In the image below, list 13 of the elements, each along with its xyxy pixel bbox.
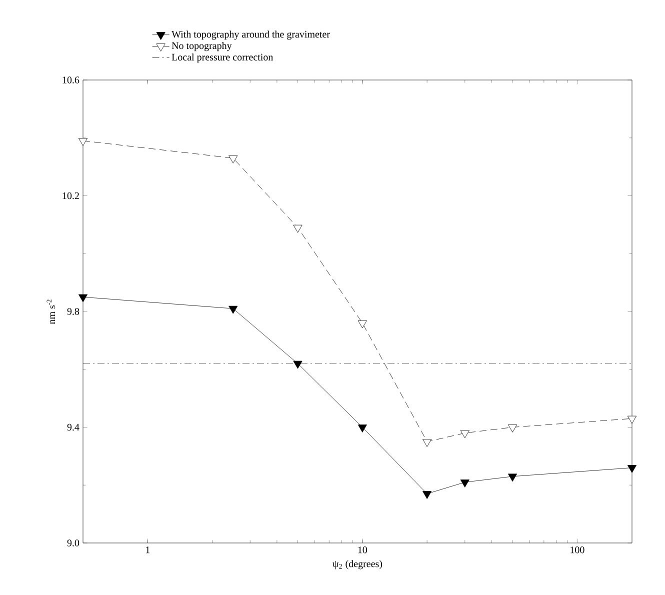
x-tick-label: 1: [146, 546, 150, 554]
legend-label: Local pressure correction: [172, 53, 274, 63]
y-tick-label: 9.0: [67, 540, 80, 546]
y-tick-label: 9.4: [67, 424, 80, 431]
x-axis-title: ψ$_{2}$ (degrees): [332, 560, 382, 570]
x-tick-label: 10: [358, 546, 368, 554]
x-tick-label: 100: [570, 546, 584, 554]
y-tick-label: 9.8: [67, 308, 80, 315]
y-tick-label: 10.2: [62, 192, 79, 200]
legend-label: With topography around the gravimeter: [172, 30, 330, 40]
y-axis-title: nm s$^{-2}$: [46, 300, 56, 324]
legend-label: No topography: [172, 42, 232, 52]
y-tick-label: 10.6: [62, 76, 80, 84]
